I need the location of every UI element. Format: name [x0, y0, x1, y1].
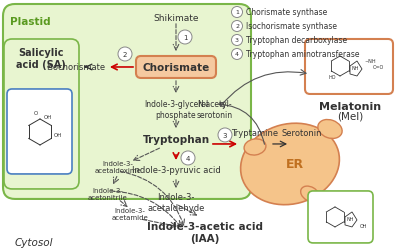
Text: C=O: C=O — [372, 65, 384, 70]
Text: O: O — [34, 110, 38, 116]
FancyBboxPatch shape — [4, 40, 79, 189]
Text: NH: NH — [346, 216, 354, 221]
Text: ~NH: ~NH — [364, 59, 376, 64]
Circle shape — [181, 151, 195, 165]
Text: Tryptophan aminotransferase: Tryptophan aminotransferase — [246, 50, 360, 59]
Text: Indole-3-
acetaldoxime: Indole-3- acetaldoxime — [94, 160, 142, 174]
Ellipse shape — [318, 120, 342, 139]
Text: OH: OH — [359, 223, 367, 228]
Circle shape — [232, 49, 242, 60]
Ellipse shape — [309, 216, 327, 228]
Ellipse shape — [329, 200, 351, 214]
Text: 2: 2 — [123, 52, 127, 58]
FancyBboxPatch shape — [3, 5, 251, 199]
Text: Shikimate: Shikimate — [153, 14, 199, 23]
Text: 2: 2 — [235, 24, 239, 29]
Text: 3: 3 — [223, 132, 227, 138]
Text: Cytosol: Cytosol — [15, 237, 54, 247]
FancyBboxPatch shape — [7, 90, 72, 174]
Text: (Mel): (Mel) — [337, 112, 363, 122]
Circle shape — [178, 31, 192, 45]
Text: Plastid: Plastid — [10, 17, 51, 27]
Text: Indole-3-
acetaldehyde: Indole-3- acetaldehyde — [147, 192, 205, 212]
Text: N-acetyl-
serotonin: N-acetyl- serotonin — [197, 100, 233, 119]
Circle shape — [218, 128, 232, 142]
Text: Indole-3-pyruvic acid: Indole-3-pyruvic acid — [132, 165, 220, 174]
Text: Tryptophan: Tryptophan — [142, 134, 210, 144]
FancyBboxPatch shape — [305, 40, 393, 94]
Circle shape — [118, 48, 132, 62]
Text: Salicylic
acid (SA): Salicylic acid (SA) — [16, 48, 66, 70]
Text: 1: 1 — [183, 35, 187, 41]
Text: ER: ER — [286, 158, 304, 171]
FancyBboxPatch shape — [136, 57, 216, 79]
Text: Chorismate: Chorismate — [142, 63, 210, 73]
Text: HO: HO — [328, 75, 336, 80]
Text: OH: OH — [44, 114, 52, 119]
Text: 3: 3 — [235, 38, 239, 43]
Text: Indole-3-
acetonitrile: Indole-3- acetonitrile — [88, 187, 128, 201]
Ellipse shape — [241, 124, 339, 205]
Text: Indole-3-acetic acid
(IAA): Indole-3-acetic acid (IAA) — [147, 221, 263, 243]
Text: Melatonin: Melatonin — [319, 102, 381, 112]
Ellipse shape — [244, 139, 266, 156]
Ellipse shape — [301, 186, 319, 202]
Text: Isochorismate: Isochorismate — [46, 63, 105, 72]
Text: 4: 4 — [186, 155, 190, 161]
Text: 1: 1 — [235, 10, 239, 16]
Text: Serotonin: Serotonin — [282, 128, 322, 138]
Text: Indole-3-
acetamide: Indole-3- acetamide — [112, 207, 148, 220]
Circle shape — [232, 8, 242, 18]
Text: Indole-3-glycerol
phosphate: Indole-3-glycerol phosphate — [144, 100, 208, 119]
FancyBboxPatch shape — [308, 191, 373, 243]
Text: Tryptophan decarboxylase: Tryptophan decarboxylase — [246, 36, 347, 45]
Text: Chorismate synthase: Chorismate synthase — [246, 8, 327, 18]
Text: 4: 4 — [235, 52, 239, 57]
Circle shape — [232, 35, 242, 46]
Text: Isochorismate synthase: Isochorismate synthase — [246, 22, 337, 31]
Text: OH: OH — [54, 132, 62, 138]
Text: NH: NH — [351, 66, 359, 71]
Text: Tryptamine: Tryptamine — [232, 128, 278, 138]
Circle shape — [232, 22, 242, 32]
